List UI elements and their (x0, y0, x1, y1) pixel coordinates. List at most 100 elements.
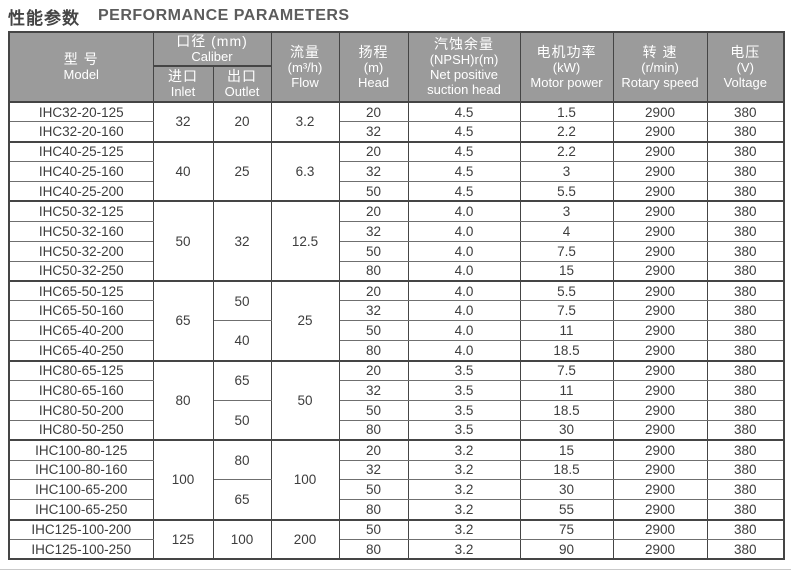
table-row: IHC32-20-160 32 4.5 2.2 2900 380 (8, 121, 785, 143)
rotary-speed-cell: 2900 (612, 260, 708, 282)
rotary-speed-cell: 2900 (612, 140, 708, 163)
rotary-speed-cell: 2900 (612, 439, 708, 461)
rotary-speed-cell: 2900 (612, 300, 708, 322)
table-row: IHC80-65-160 32 3.5 11 2900 380 (8, 379, 785, 401)
model-cell: IHC40-25-200 (8, 181, 154, 202)
flow-cell: 12.5 (270, 200, 340, 282)
voltage-cell: 380 (706, 161, 785, 183)
voltage-cell: 380 (706, 399, 785, 421)
npsh-cell: 4.0 (407, 220, 521, 242)
model-cell: IHC50-32-160 (8, 220, 154, 242)
head-cell: 80 (338, 499, 409, 521)
flow-cell: 50 (270, 359, 340, 441)
model-cell: IHC40-25-160 (8, 161, 154, 183)
npsh-cell: 4.0 (407, 260, 521, 282)
table-row: IHC125-100-250 80 3.2 90 2900 380 (8, 539, 785, 560)
header-flow: 流量 (m³/h) Flow (270, 31, 340, 103)
head-cell: 50 (338, 399, 409, 421)
rotary-speed-cell: 2900 (612, 518, 708, 541)
header-npsh: 汽蚀余量 (NPSH)r(m) Net positive suction hea… (407, 31, 521, 103)
rotary-speed-cell: 2900 (612, 240, 708, 262)
rotary-speed-cell: 2900 (612, 359, 708, 381)
npsh-cell: 3.5 (407, 379, 521, 401)
motor-power-cell: 11 (519, 320, 614, 342)
table-row: IHC100-80-125 100 80 100 20 3.2 15 2900 380 (8, 439, 785, 521)
motor-power-cell: 18.5 (519, 399, 614, 421)
outlet-cell: 50 (212, 399, 272, 441)
header-motor-power: 电机功率 (kW) Motor power (519, 31, 614, 103)
motor-power-cell: 5.5 (519, 181, 614, 202)
npsh-cell: 3.5 (407, 359, 521, 381)
npsh-cell: 4.5 (407, 181, 521, 202)
motor-power-cell: 2.2 (519, 121, 614, 143)
model-cell: IHC80-65-160 (8, 379, 154, 401)
outlet-cell: 20 (212, 101, 272, 143)
model-cell: IHC80-65-125 (8, 359, 154, 381)
npsh-cell: 3.2 (407, 479, 521, 501)
npsh-cell: 4.0 (407, 300, 521, 322)
page-title: 性能参数 PERFORMANCE PARAMETERS (8, 4, 791, 28)
npsh-cell: 4.5 (407, 140, 521, 163)
model-cell: IHC50-32-200 (8, 240, 154, 262)
npsh-cell: 3.2 (407, 539, 521, 560)
motor-power-cell: 30 (519, 479, 614, 501)
motor-power-cell: 55 (519, 499, 614, 521)
rotary-speed-cell: 2900 (612, 161, 708, 183)
rotary-speed-cell: 2900 (612, 379, 708, 401)
table-row: IHC100-80-160 32 3.2 18.5 2900 380 (8, 459, 785, 481)
table-row: IHC40-25-125 40 25 6.3 20 4.5 2.2 2900 380 (8, 140, 785, 202)
inlet-cell: 125 (152, 518, 214, 560)
voltage-cell: 380 (706, 340, 785, 362)
rotary-speed-cell: 2900 (612, 121, 708, 143)
motor-power-cell: 4 (519, 220, 614, 242)
table-row: IHC65-50-160 32 4.0 7.5 2900 380 (8, 300, 785, 322)
inlet-cell: 65 (152, 280, 214, 362)
rotary-speed-cell: 2900 (612, 340, 708, 362)
voltage-cell: 380 (706, 539, 785, 560)
motor-power-cell: 75 (519, 518, 614, 541)
outlet-cell: 100 (212, 518, 272, 560)
outlet-cell: 40 (212, 320, 272, 362)
motor-power-cell: 3 (519, 161, 614, 183)
voltage-cell: 380 (706, 300, 785, 322)
inlet-cell: 32 (152, 101, 214, 143)
rotary-speed-cell: 2900 (612, 280, 708, 302)
table-body: IHC32-20-125 32 20 3.2 20 4.5 1.5 2900 380 IHC32-… (8, 101, 785, 560)
inlet-cell: 40 (152, 140, 214, 202)
table-row: IHC100-65-200 65 50 3.2 30 2900 380 (8, 479, 785, 521)
page-title-en: PERFORMANCE PARAMETERS (98, 7, 350, 24)
rotary-speed-cell: 2900 (612, 101, 708, 123)
voltage-cell: 380 (706, 121, 785, 143)
model-cell: IHC125-100-200 (8, 518, 154, 541)
head-cell: 20 (338, 439, 409, 461)
table-row: IHC50-32-250 80 4.0 15 2900 380 (8, 260, 785, 282)
table-row: IHC50-32-200 50 4.0 7.5 2900 380 (8, 240, 785, 262)
head-cell: 32 (338, 459, 409, 481)
model-cell: IHC50-32-125 (8, 200, 154, 222)
head-cell: 80 (338, 419, 409, 441)
table-row: IHC80-50-200 50 50 3.5 18.5 2900 380 (8, 399, 785, 441)
motor-power-cell: 11 (519, 379, 614, 401)
table-row: IHC65-40-200 40 50 4.0 11 2900 380 (8, 320, 785, 362)
model-cell: IHC65-40-200 (8, 320, 154, 342)
header-outlet: 出口 Outlet (212, 65, 272, 103)
model-cell: IHC32-20-125 (8, 101, 154, 123)
outlet-cell: 32 (212, 200, 272, 282)
motor-power-cell: 7.5 (519, 240, 614, 262)
npsh-cell: 4.5 (407, 121, 521, 143)
motor-power-cell: 15 (519, 260, 614, 282)
npsh-cell: 3.2 (407, 518, 521, 541)
motor-power-cell: 5.5 (519, 280, 614, 302)
voltage-cell: 380 (706, 181, 785, 202)
head-cell: 32 (338, 300, 409, 322)
voltage-cell: 380 (706, 459, 785, 481)
motor-power-cell: 15 (519, 439, 614, 461)
table-row: IHC80-50-250 80 3.5 30 2900 380 (8, 419, 785, 441)
voltage-cell: 380 (706, 518, 785, 541)
head-cell: 50 (338, 181, 409, 202)
rotary-speed-cell: 2900 (612, 220, 708, 242)
npsh-cell: 4.5 (407, 101, 521, 123)
flow-cell: 3.2 (270, 101, 340, 143)
outlet-cell: 65 (212, 359, 272, 401)
motor-power-cell: 30 (519, 419, 614, 441)
